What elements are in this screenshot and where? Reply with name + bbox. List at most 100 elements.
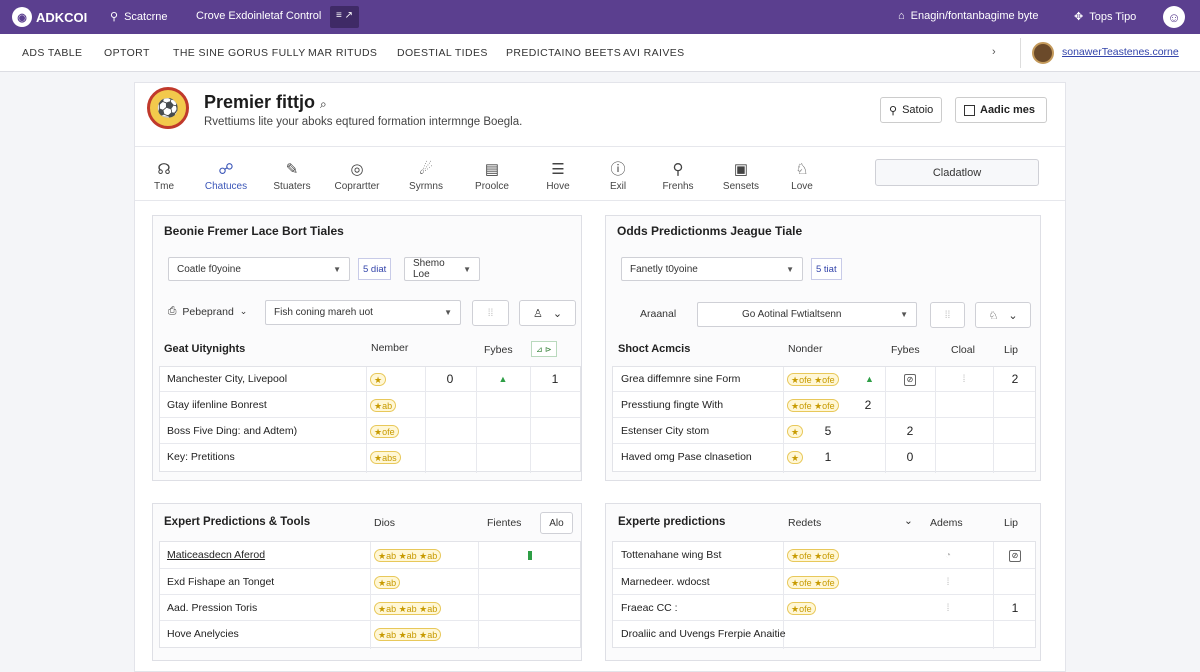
row-name: Aad. Pression Toris — [167, 602, 258, 614]
profile-link[interactable]: sonawerTeastenes.corne — [1062, 46, 1179, 58]
drag-handle-icon[interactable]: ⁞ — [962, 374, 966, 385]
table-row[interactable]: Exd Fishape an Tonget ★ab — [160, 570, 580, 595]
nav-item[interactable]: OPTORT — [104, 47, 150, 59]
row-value: 0 — [446, 372, 454, 386]
season-select[interactable]: Coatle f0yoine ▼ — [168, 257, 350, 281]
tips-menu[interactable]: ✥ Tops Tipo — [1074, 10, 1136, 24]
toolbar-divider — [135, 200, 1065, 201]
tool-label: Frenhs — [662, 181, 694, 192]
nav-item[interactable]: THE SINE GORUS FULLY — [173, 47, 306, 59]
table-row[interactable]: Boss Five Ding: and Adtem) ★ofe — [160, 419, 580, 444]
status-indicator — [528, 550, 532, 560]
table-row[interactable]: Droaliic and Uvengs Frerpie Anaitie — [613, 622, 1035, 647]
table-row[interactable]: Aad. Pression Toris ★ab ★ab ★ab — [160, 596, 580, 621]
chevron-down-icon: ▼ — [333, 264, 341, 274]
table-row[interactable]: Grea diffemnre sine Form ★ofe ★ofe ▲ ⊘ ⁞… — [613, 367, 1035, 392]
tool-exit[interactable]: ⓘ Exil — [588, 161, 648, 192]
panel-title: Beonie Fremer Lace Bort Tiales — [164, 224, 344, 238]
page-title: Premier fittjo ⌕ — [204, 92, 327, 112]
filter-link[interactable]: 5 tiat — [811, 258, 842, 280]
show-select[interactable]: Shemo Loe ▼ — [404, 257, 480, 281]
table-row[interactable]: Haved omg Pase clnasetion ★ 1 0 — [613, 445, 1035, 470]
drag-handle-icon[interactable]: ⁞ — [946, 577, 950, 588]
table-row[interactable]: Estenser City stom ★ 5 2 — [613, 419, 1035, 444]
season-select[interactable]: Fanetly t0yoine ▼ — [621, 257, 803, 281]
tool-systems[interactable]: ☄ Syrmns — [396, 161, 456, 192]
user-filter-button[interactable]: ♘ ⌄ — [975, 302, 1031, 328]
tool-friends[interactable]: ⚲ Frenhs — [648, 161, 708, 192]
row-name: Haved omg Pase clnasetion — [621, 451, 752, 463]
refresh-icon[interactable]: ◔ — [944, 550, 952, 561]
sort-badge[interactable]: ⊿ ⊳ — [531, 341, 557, 357]
tool-sensets[interactable]: ▣ Sensets — [711, 161, 771, 192]
top-badge[interactable]: ≡ ↗ — [330, 6, 359, 28]
col-header-lip[interactable]: Lip — [1004, 344, 1019, 356]
chevron-down-icon[interactable]: ⌄ — [904, 515, 913, 527]
tool-hove[interactable]: ☰ Hove — [528, 161, 588, 192]
table-row[interactable]: Key: Pretitions ★abs — [160, 445, 580, 470]
brand[interactable]: ◉ ADKCOI — [12, 7, 87, 27]
table-row[interactable]: Presstiung fingte With ★ofe ★ofe 2 — [613, 393, 1035, 418]
grid-button[interactable]: ⁞⁞ — [930, 302, 965, 328]
search-icon: ⚲ — [110, 11, 119, 23]
table-row[interactable]: Maticeasdecn Aferod ★ab ★ab ★ab — [160, 542, 580, 569]
tool-label: Syrmns — [409, 181, 443, 192]
col-header-types[interactable]: Fybes — [891, 344, 920, 356]
top-search[interactable]: ⚲ Scatcrne — [110, 10, 167, 24]
grid-button[interactable]: ⁞⁞ — [472, 300, 509, 326]
nav-item[interactable]: MAR RITUDS — [308, 47, 378, 59]
table-row[interactable]: Gtay iifenline Bonrest ★ab — [160, 393, 580, 418]
annual-select[interactable]: Go Aotinal Fwtialtsenn ▼ — [697, 302, 917, 327]
col-header-fientes[interactable]: Fientes — [487, 517, 522, 529]
table-row[interactable]: Manchester City, Livepool ★ 0 ▲ 1 — [160, 367, 580, 392]
table-row[interactable]: Hove Anelycies ★ab ★ab ★ab — [160, 622, 580, 647]
nav-item[interactable]: PREDICTAINO BEETS — [506, 47, 622, 59]
chevron-right-icon[interactable]: › — [992, 46, 996, 58]
add-button[interactable]: Aadic mes — [955, 97, 1047, 123]
tool-starters[interactable]: ✎ Stuaters — [262, 161, 322, 192]
table-row[interactable]: Tottenahane wing Bst ★ofe ★ofe ◔ ⊘ — [613, 542, 1035, 569]
star-rating: ★ab — [370, 398, 397, 412]
col-header-number[interactable]: Nonder — [788, 343, 823, 355]
row-name: Estenser City stom — [621, 425, 710, 437]
row-value: 0 — [906, 450, 914, 464]
col-header-redets[interactable]: Redets — [788, 517, 822, 529]
filter-link[interactable]: 5 diat — [358, 258, 392, 280]
table-row[interactable]: Marnedeer. wdocst ★ofe ★ofe ⁞ — [613, 570, 1035, 595]
block-icon[interactable]: ⊘ — [1009, 550, 1021, 562]
row-value: 1 — [824, 450, 832, 464]
page-subtitle: Rvettiums lite your aboks eqtured format… — [204, 116, 523, 128]
col-header-types[interactable]: Fybes — [484, 344, 513, 356]
col-header-lip[interactable]: Lip — [1004, 517, 1019, 529]
user-filter-button[interactable]: ♙ ⌄ — [519, 300, 576, 326]
tool-time[interactable]: ☊ Tme — [134, 161, 194, 192]
user-menu[interactable]: ⌂ Enagin/fontanbagime byte — [898, 10, 1038, 22]
tool-compare[interactable]: ◎ Coprartter — [327, 161, 387, 192]
info-icon: ⓘ — [610, 161, 626, 178]
tool-profile[interactable]: ▤ Proolce — [462, 161, 522, 192]
match-select[interactable]: Fish coning mareh uot ▼ — [265, 300, 461, 325]
user-icon: ♙ — [532, 307, 543, 320]
table-row[interactable]: Fraeac CC : ★ofe ⁞ 1 — [613, 596, 1035, 621]
col-header-adems[interactable]: Adems — [930, 517, 963, 529]
tool-chances[interactable]: ☍ Chatuces — [196, 161, 256, 192]
profile-avatar[interactable] — [1032, 42, 1054, 64]
prepared-toggle[interactable]: ⎙ Pebeprand ⌄ — [168, 305, 247, 318]
nav-item[interactable]: AVI RAIVES — [623, 47, 685, 59]
dashboard-button[interactable]: Cladatlow — [875, 159, 1039, 186]
alo-button[interactable]: Alo — [540, 512, 573, 534]
col-header-goal[interactable]: Cloal — [951, 344, 975, 356]
col-header-name: Shoct Acmcis — [618, 343, 691, 355]
drag-handle-icon[interactable]: ⁞ — [946, 603, 950, 614]
col-header-number[interactable]: Nember — [371, 342, 409, 354]
col-header-dios[interactable]: Dios — [374, 517, 396, 529]
show-select-value: Shemo Loe — [413, 258, 445, 280]
studio-button[interactable]: ⚲ Satoio — [880, 97, 943, 123]
row-name: Droaliic and Uvengs Frerpie Anaitie — [621, 628, 786, 640]
nav-item[interactable]: DOESTIAL TIDES — [397, 47, 488, 59]
annual-label: Araanal — [640, 308, 677, 320]
square-icon[interactable]: ⊘ — [904, 374, 916, 386]
nav-item[interactable]: ADS TABLE — [22, 47, 83, 59]
user-avatar-icon[interactable]: ☺ — [1163, 6, 1185, 28]
tool-love[interactable]: ♘ Love — [772, 161, 832, 192]
